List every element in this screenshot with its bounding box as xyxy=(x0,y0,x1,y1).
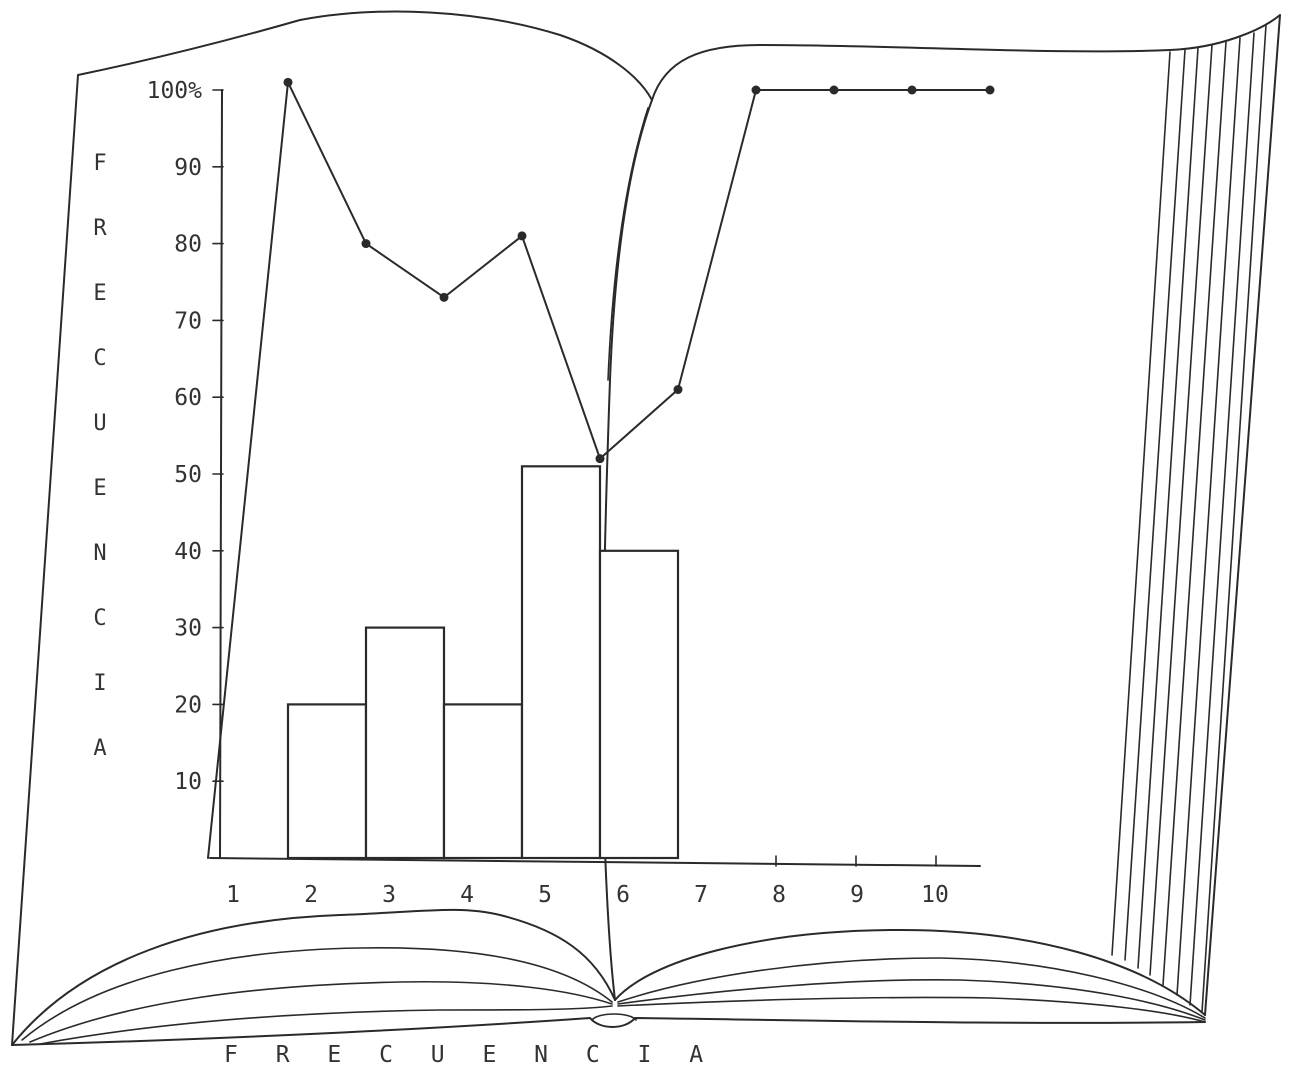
x-axis-title: F R E C U E N C I A xyxy=(224,1042,715,1068)
y-tick-label: 70 xyxy=(174,308,202,334)
line-point-7 xyxy=(673,385,683,395)
line-point-5 xyxy=(517,231,527,241)
line-point-6 xyxy=(595,454,605,464)
x-tick-label: 7 xyxy=(694,882,708,908)
y-tick-label: 30 xyxy=(174,616,202,642)
y-tick-label: 80 xyxy=(174,232,202,258)
line-point-2 xyxy=(283,77,293,87)
y-tick-label: 100% xyxy=(147,78,203,104)
book-page-edges xyxy=(1111,24,1267,1013)
y-tick-label: 50 xyxy=(174,462,202,488)
y-tick-label: 10 xyxy=(174,769,202,795)
x-tick-label: 2 xyxy=(304,882,318,908)
line-point-11 xyxy=(985,85,995,95)
x-tick-label: 6 xyxy=(616,882,630,908)
bar-3 xyxy=(364,626,446,860)
y-tick-label: 20 xyxy=(174,692,202,718)
chart-plot-area: 10 20 30 40 50 60 70 80 90 100% 1 2 3 4 5 6 7 8 9 10 xyxy=(147,77,995,908)
bar-2 xyxy=(286,703,368,860)
line-point-9 xyxy=(829,85,839,95)
x-axis-ticks: 1 2 3 4 5 6 7 8 9 10 xyxy=(226,855,949,908)
x-tick-label: 1 xyxy=(226,882,240,908)
y-tick-label: 40 xyxy=(174,539,202,565)
line-point-10 xyxy=(907,85,917,95)
line-point-8 xyxy=(751,85,761,95)
x-tick-label: 4 xyxy=(460,882,474,908)
y-axis-ticks: 10 20 30 40 50 60 70 80 90 100% xyxy=(147,78,224,795)
bar-series xyxy=(286,465,680,860)
bar-4 xyxy=(442,703,524,860)
x-axis-line xyxy=(209,857,981,867)
bar-6 xyxy=(598,549,680,860)
line-point-4 xyxy=(439,292,449,302)
x-tick-label: 3 xyxy=(382,882,396,908)
book-right-page-outline xyxy=(651,14,1281,1016)
x-tick-label: 5 xyxy=(538,882,552,908)
bar-5 xyxy=(520,465,602,860)
y-tick-label: 90 xyxy=(174,155,202,181)
x-tick-label: 9 xyxy=(850,882,864,908)
x-tick-label: 10 xyxy=(921,882,949,908)
x-tick-label: 8 xyxy=(772,882,786,908)
line-series xyxy=(207,77,995,859)
y-tick-label: 60 xyxy=(174,385,202,411)
book-spine-fold-inner xyxy=(607,107,649,381)
line-point-3 xyxy=(361,239,371,249)
open-book-illustration xyxy=(11,10,1281,1046)
book-bottom-pages xyxy=(11,908,1206,1046)
